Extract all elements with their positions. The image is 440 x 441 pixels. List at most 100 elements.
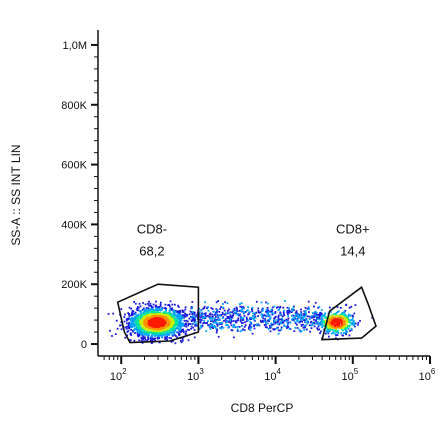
event-dot [304, 307, 307, 309]
event-dot [139, 310, 142, 313]
event-dot [249, 329, 252, 332]
event-dot [175, 331, 178, 334]
event-dot [218, 318, 221, 320]
event-dot [143, 332, 146, 335]
event-dot [183, 323, 186, 326]
event-dot [195, 323, 198, 325]
event-dot [212, 315, 214, 318]
event-dot [244, 324, 247, 327]
event-dot [277, 329, 280, 332]
event-dot [186, 328, 189, 331]
event-dot [258, 324, 261, 327]
event-dot [203, 319, 206, 322]
event-dot [311, 321, 314, 324]
event-dot [171, 334, 174, 337]
event-dot [128, 322, 131, 324]
event-dot [203, 307, 205, 310]
event-dot [155, 311, 158, 314]
event-dot [335, 314, 338, 317]
event-dot [277, 332, 280, 335]
event-dot [178, 319, 181, 322]
event-dot [175, 321, 178, 323]
event-dot [287, 315, 289, 317]
event-dot [266, 326, 268, 329]
event-dot [268, 320, 270, 322]
event-dot [211, 319, 213, 322]
event-dot [224, 318, 227, 320]
event-dot [213, 326, 215, 328]
event-dot [169, 327, 172, 330]
y-tick-label: 1,0M [63, 40, 87, 52]
event-dot [150, 315, 152, 317]
event-dot [241, 325, 243, 327]
event-dot [193, 318, 195, 321]
event-dot [337, 326, 340, 328]
event-dot [222, 326, 225, 329]
event-dot [130, 322, 133, 325]
event-dot [182, 331, 185, 334]
event-dot [271, 313, 274, 316]
event-dot [188, 313, 191, 316]
event-dot [231, 311, 233, 314]
event-dot [339, 325, 342, 327]
gate-name-label: CD8- [137, 221, 167, 236]
event-dot [189, 323, 191, 325]
event-dot [305, 318, 307, 321]
event-dot [159, 305, 162, 307]
event-dot [298, 328, 301, 331]
event-dot [142, 338, 144, 341]
event-dot [271, 309, 274, 311]
event-dot [168, 318, 171, 321]
event-dot [177, 313, 180, 316]
event-dot [325, 316, 328, 319]
event-dot [297, 316, 299, 318]
event-dot [262, 317, 265, 320]
event-dot [283, 319, 286, 322]
event-dot [214, 326, 216, 328]
event-dot [323, 324, 326, 327]
gate-percent-label: 68,2 [139, 243, 164, 258]
event-dot [328, 320, 331, 323]
event-dot [240, 306, 243, 308]
event-dot [300, 311, 303, 313]
event-dot [156, 336, 159, 339]
event-dot [331, 328, 333, 331]
event-dot [220, 322, 222, 325]
event-dot [339, 307, 342, 309]
event-dot [294, 322, 297, 325]
event-dot [236, 319, 239, 322]
event-dot [319, 312, 321, 315]
event-dot [279, 311, 282, 314]
event-dot [144, 327, 146, 330]
event-dot [158, 306, 161, 308]
event-dot [280, 321, 282, 324]
event-dot [135, 314, 138, 317]
event-dot [283, 314, 286, 317]
event-dot [252, 317, 255, 319]
event-dot [227, 326, 230, 329]
event-dot [144, 336, 146, 339]
event-dot [136, 307, 138, 310]
event-dot [306, 328, 308, 331]
event-dot [128, 306, 131, 309]
event-dot [274, 312, 277, 314]
event-dot [168, 330, 171, 332]
event-dot [187, 324, 189, 327]
event-dot [173, 332, 175, 335]
event-dot [176, 336, 178, 339]
event-dot [236, 309, 238, 312]
event-dot [226, 312, 229, 315]
event-dot [243, 329, 246, 331]
event-dot [177, 327, 180, 330]
event-dot [271, 312, 273, 314]
event-dot [128, 323, 130, 326]
event-dot [244, 311, 247, 313]
event-dot [328, 318, 331, 321]
event-dot [249, 317, 251, 319]
event-dot [214, 321, 217, 324]
event-dot [185, 319, 188, 322]
event-dot [194, 323, 197, 326]
event-dot [159, 303, 162, 306]
event-dot [162, 331, 165, 334]
event-dot [243, 311, 245, 314]
